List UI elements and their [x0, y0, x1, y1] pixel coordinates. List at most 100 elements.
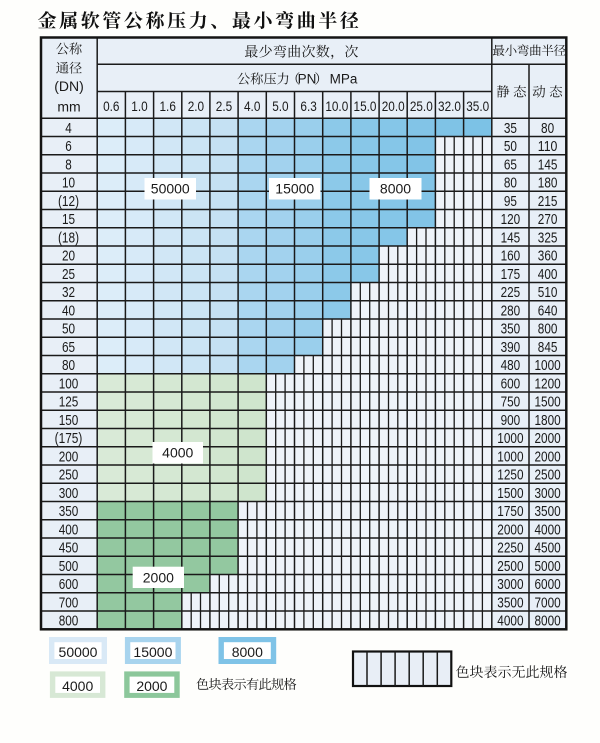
svg-text:175: 175	[501, 267, 521, 283]
svg-text:325: 325	[538, 230, 558, 246]
svg-text:200: 200	[59, 449, 79, 465]
svg-text:400: 400	[59, 522, 79, 538]
svg-text:150: 150	[59, 413, 79, 429]
svg-text:1000: 1000	[535, 358, 561, 374]
svg-text:100: 100	[59, 376, 79, 392]
svg-text:2500: 2500	[535, 468, 561, 484]
svg-text:1000: 1000	[497, 431, 523, 447]
svg-text:4500: 4500	[535, 541, 561, 557]
svg-text:3000: 3000	[535, 486, 561, 502]
svg-text:1500: 1500	[535, 395, 561, 411]
svg-text:1200: 1200	[535, 376, 561, 392]
svg-text:2000: 2000	[136, 678, 167, 694]
svg-text:700: 700	[59, 595, 79, 611]
svg-text:4000: 4000	[497, 614, 523, 630]
svg-text:2250: 2250	[497, 541, 523, 557]
svg-text:2500: 2500	[497, 559, 523, 575]
svg-text:390: 390	[501, 340, 521, 356]
svg-text:1000: 1000	[497, 449, 523, 465]
svg-text:0.6: 0.6	[103, 99, 119, 115]
svg-text:15: 15	[62, 212, 75, 228]
svg-text:15000: 15000	[275, 181, 314, 197]
svg-text:3500: 3500	[497, 595, 523, 611]
svg-text:300: 300	[59, 486, 79, 502]
svg-text:845: 845	[538, 340, 558, 356]
svg-text:750: 750	[501, 395, 521, 411]
svg-text:4000: 4000	[162, 445, 193, 461]
svg-text:(12): (12)	[58, 194, 79, 210]
svg-text:6000: 6000	[535, 577, 561, 593]
svg-text:6: 6	[65, 139, 72, 155]
svg-text:50: 50	[504, 139, 517, 155]
svg-text:125: 125	[59, 395, 79, 411]
svg-text:3000: 3000	[497, 577, 523, 593]
svg-text:2000: 2000	[497, 522, 523, 538]
svg-text:110: 110	[538, 139, 558, 155]
svg-text:15000: 15000	[133, 644, 172, 660]
svg-text:360: 360	[538, 249, 558, 265]
svg-text:1.0: 1.0	[131, 99, 147, 115]
svg-text:(18): (18)	[58, 230, 79, 246]
svg-text:1250: 1250	[497, 468, 523, 484]
svg-text:4000: 4000	[535, 522, 561, 538]
svg-text:65: 65	[62, 340, 75, 356]
svg-text:65: 65	[504, 157, 517, 173]
svg-text:640: 640	[538, 303, 558, 319]
svg-text:800: 800	[538, 322, 558, 338]
svg-text:25.0: 25.0	[410, 99, 433, 115]
svg-text:510: 510	[538, 285, 558, 301]
svg-text:10.0: 10.0	[325, 99, 348, 115]
svg-text:2.0: 2.0	[188, 99, 204, 115]
svg-text:10: 10	[62, 176, 75, 192]
svg-text:(175): (175)	[55, 431, 83, 447]
svg-text:35: 35	[504, 121, 517, 137]
svg-text:40: 40	[62, 303, 75, 319]
svg-text:(DN): (DN)	[54, 78, 84, 94]
svg-text:6.3: 6.3	[300, 99, 316, 115]
svg-text:2000: 2000	[535, 449, 561, 465]
svg-text:120: 120	[501, 212, 521, 228]
svg-text:8000: 8000	[232, 644, 263, 660]
svg-text:50000: 50000	[151, 181, 190, 197]
svg-text:450: 450	[59, 541, 79, 557]
svg-text:1500: 1500	[497, 486, 523, 502]
svg-text:145: 145	[538, 157, 558, 173]
svg-text:600: 600	[59, 577, 79, 593]
svg-text:1800: 1800	[535, 413, 561, 429]
svg-text:80: 80	[62, 358, 75, 374]
svg-text:280: 280	[501, 303, 521, 319]
svg-text:800: 800	[59, 614, 79, 630]
svg-text:250: 250	[59, 468, 79, 484]
svg-text:600: 600	[501, 376, 521, 392]
svg-text:95: 95	[504, 194, 517, 210]
svg-text:50000: 50000	[59, 644, 98, 660]
svg-text:MPa: MPa	[330, 72, 358, 87]
svg-text:50: 50	[62, 322, 75, 338]
svg-text:180: 180	[538, 176, 558, 192]
svg-text:350: 350	[59, 504, 79, 520]
svg-text:20: 20	[62, 249, 75, 265]
svg-text:2000: 2000	[143, 569, 174, 585]
svg-text:5000: 5000	[535, 559, 561, 575]
svg-text:145: 145	[501, 230, 521, 246]
svg-text:7000: 7000	[535, 595, 561, 611]
svg-text:25: 25	[62, 267, 75, 283]
svg-text:15.0: 15.0	[354, 99, 377, 115]
svg-text:500: 500	[59, 559, 79, 575]
svg-text:20.0: 20.0	[382, 99, 405, 115]
svg-text:PN: PN	[298, 72, 317, 87]
svg-text:225: 225	[501, 285, 521, 301]
svg-text:160: 160	[501, 249, 521, 265]
svg-text:32.0: 32.0	[438, 99, 461, 115]
svg-text:80: 80	[504, 176, 517, 192]
svg-text:35.0: 35.0	[466, 99, 489, 115]
svg-text:1.6: 1.6	[160, 99, 176, 115]
svg-text:215: 215	[538, 194, 558, 210]
svg-text:270: 270	[538, 212, 558, 228]
svg-text:350: 350	[501, 322, 521, 338]
svg-text:900: 900	[501, 413, 521, 429]
svg-text:mm: mm	[57, 98, 80, 114]
svg-text:8000: 8000	[535, 614, 561, 630]
svg-text:4: 4	[65, 121, 72, 137]
svg-text:4.0: 4.0	[244, 99, 260, 115]
